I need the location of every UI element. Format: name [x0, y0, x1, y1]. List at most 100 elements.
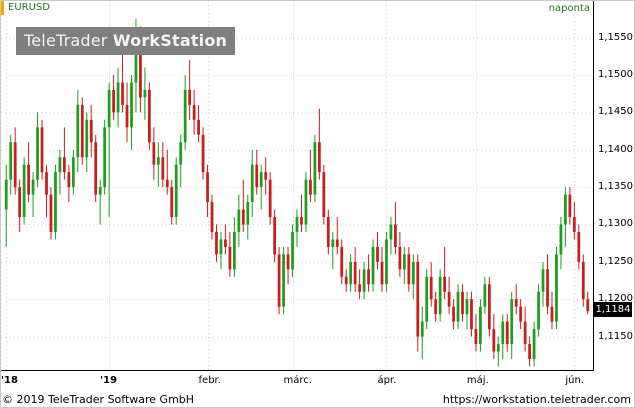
- candle: [402, 246, 406, 285]
- teletrader-watermark-logo: TeleTrader WorkStation: [16, 27, 236, 55]
- y-tick-label: 1,1350: [598, 181, 633, 193]
- period-label[interactable]: naponta: [548, 3, 590, 14]
- candle-body: [300, 217, 303, 225]
- candle: [394, 202, 397, 255]
- candle: [54, 164, 57, 240]
- candle: [273, 209, 277, 262]
- candle: [237, 194, 241, 247]
- y-tick-label: 1,1250: [598, 255, 633, 267]
- candle-body: [510, 299, 514, 345]
- candle: [4, 164, 8, 247]
- candle-body: [264, 172, 268, 180]
- y-tick-label: 1,1400: [598, 143, 633, 155]
- candle: [201, 127, 205, 180]
- x-tick-label: ápr.: [377, 375, 397, 386]
- candle-body: [107, 89, 111, 128]
- candle-body: [429, 276, 433, 300]
- candle: [411, 254, 415, 300]
- candle-body: [165, 179, 169, 188]
- candle: [188, 60, 192, 120]
- candle: [121, 45, 124, 113]
- candle-body: [94, 142, 98, 195]
- candle: [165, 149, 169, 195]
- candle: [340, 239, 344, 285]
- candle: [192, 89, 196, 135]
- y-tick-label: 1,1500: [598, 69, 633, 80]
- candle-body: [367, 269, 370, 285]
- candle-body: [541, 269, 545, 292]
- candle: [241, 179, 245, 232]
- x-tick-label: jún.: [565, 375, 584, 386]
- candle-body: [317, 142, 321, 173]
- candle-body: [349, 261, 353, 285]
- candle: [447, 276, 451, 315]
- candle-body: [197, 119, 200, 135]
- candle: [9, 134, 13, 195]
- candle-body: [313, 142, 317, 195]
- y-tick-label: 1,1550: [598, 31, 633, 43]
- candle-body: [147, 89, 151, 143]
- candle-body: [22, 164, 26, 218]
- candle-body: [479, 306, 482, 345]
- candle-body: [505, 321, 509, 345]
- symbol-label[interactable]: EURUSD: [1, 1, 54, 15]
- candle: [71, 149, 75, 195]
- candles-layer: [4, 18, 590, 367]
- candle: [434, 291, 438, 322]
- candle: [326, 209, 330, 255]
- candle: [295, 209, 299, 247]
- candle-body: [474, 329, 478, 345]
- y-tick-label: 1,1450: [598, 106, 633, 118]
- candle: [179, 134, 183, 188]
- candle-body: [4, 179, 8, 210]
- candle-body: [380, 261, 384, 285]
- candle: [380, 246, 384, 292]
- candle-body: [170, 187, 174, 218]
- candle-body: [501, 321, 505, 345]
- candle: [125, 82, 129, 143]
- candle: [116, 67, 120, 128]
- candle: [22, 157, 26, 225]
- candle: [161, 142, 165, 188]
- candle-body: [492, 329, 496, 352]
- candle-body: [156, 157, 160, 165]
- candle-body: [40, 127, 44, 173]
- candle: [130, 75, 133, 150]
- candle-body: [268, 179, 272, 218]
- candle-body: [210, 202, 214, 232]
- candle-body: [568, 194, 572, 218]
- candle-body: [273, 217, 277, 255]
- candle-body: [215, 231, 218, 255]
- candle: [420, 306, 424, 360]
- candle-body: [13, 142, 17, 188]
- footer-url-link[interactable]: https://workstation.teletrader.com: [442, 393, 631, 406]
- candle-body: [143, 89, 147, 98]
- candle-body: [353, 261, 357, 285]
- candle: [564, 187, 567, 247]
- candle-body: [206, 172, 209, 203]
- candle-body: [192, 104, 196, 120]
- candle: [537, 284, 540, 337]
- candle: [322, 164, 326, 225]
- candle-body: [402, 254, 406, 270]
- candle: [461, 284, 464, 322]
- candle-body: [152, 142, 156, 165]
- candle: [362, 261, 366, 300]
- candle-body: [326, 217, 330, 247]
- x-tick-label: '19: [100, 375, 118, 386]
- candle: [98, 179, 102, 225]
- x-tick-label: '18: [1, 375, 18, 386]
- candle-body: [255, 164, 259, 188]
- candle-body: [125, 104, 129, 128]
- candle: [89, 104, 93, 158]
- candle-body: [295, 217, 299, 232]
- candle-body: [447, 291, 451, 307]
- candle-body: [416, 261, 420, 337]
- candle: [389, 217, 393, 255]
- candle-body: [470, 299, 473, 330]
- candle: [255, 149, 259, 195]
- candle-body: [537, 291, 540, 330]
- candle: [210, 194, 214, 240]
- candle-body: [27, 164, 30, 195]
